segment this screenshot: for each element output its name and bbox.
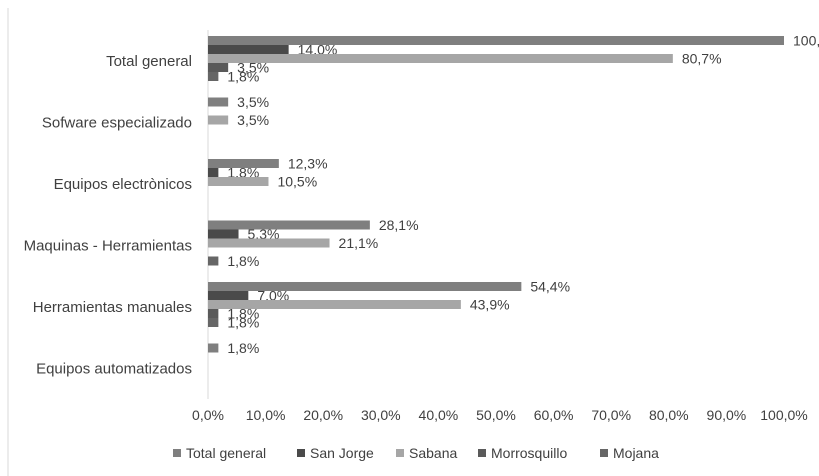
data-label: 1,8% — [227, 69, 259, 85]
data-label: 3,5% — [237, 112, 269, 128]
legend-label: Morrosquillo — [491, 445, 567, 461]
x-tick-label: 60,0% — [534, 407, 574, 423]
data-label: 21,1% — [339, 235, 379, 251]
category-label: Total general — [106, 53, 192, 70]
x-tick-label: 40,0% — [419, 407, 459, 423]
data-label: 1,8% — [227, 253, 259, 269]
data-label: 100,0% — [793, 33, 819, 49]
data-label: 1,8% — [227, 315, 259, 331]
bar — [208, 300, 461, 309]
legend-label: Total general — [186, 445, 266, 461]
x-tick-label: 30,0% — [361, 407, 401, 423]
bar — [208, 63, 229, 72]
legend-label: Mojana — [613, 445, 659, 461]
data-label: 28,1% — [379, 217, 419, 233]
x-tick-label: 50,0% — [476, 407, 516, 423]
bar — [208, 238, 330, 248]
legend-swatch — [478, 449, 486, 457]
data-label: 12,3% — [288, 156, 328, 172]
x-tick-label: 0,0% — [192, 407, 224, 423]
data-label: 10,5% — [277, 174, 317, 190]
bar — [208, 177, 269, 186]
x-tick-label: 100,0% — [760, 407, 807, 423]
x-tick-label: 80,0% — [649, 407, 689, 423]
x-tick-label: 20,0% — [303, 407, 343, 423]
bar — [208, 159, 279, 168]
data-label: 1,8% — [227, 165, 259, 181]
x-tick-label: 10,0% — [246, 407, 286, 423]
legend-label: Sabana — [409, 445, 457, 461]
legend-swatch — [600, 449, 608, 457]
bar — [208, 168, 219, 177]
category-label: Maquinas - Herramientas — [24, 237, 192, 254]
bar — [208, 115, 229, 125]
bar — [208, 36, 784, 45]
data-label: 7,0% — [257, 288, 289, 304]
legend-swatch — [396, 449, 404, 457]
category-label: Equipos electrònicos — [54, 176, 192, 193]
data-label: 43,9% — [470, 297, 510, 313]
data-label: 14,0% — [298, 42, 338, 58]
data-label: 80,7% — [682, 51, 722, 67]
bar — [208, 282, 522, 291]
legend-swatch — [297, 449, 305, 457]
bar — [208, 54, 673, 63]
bar — [208, 229, 239, 239]
data-label: 3,5% — [237, 94, 269, 110]
bar — [208, 318, 219, 327]
data-label: 1,8% — [227, 340, 259, 356]
category-label: Equipos automatizados — [36, 360, 192, 377]
data-label: 54,4% — [530, 279, 570, 295]
bar — [208, 220, 370, 230]
bar — [208, 309, 219, 318]
data-label: 5,3% — [248, 226, 280, 242]
bar — [208, 343, 219, 353]
legend-label: San Jorge — [310, 445, 374, 461]
x-tick-label: 70,0% — [591, 407, 631, 423]
category-label: Sofware especializado — [42, 114, 192, 131]
bar — [208, 72, 219, 81]
x-tick-label: 90,0% — [707, 407, 747, 423]
bar — [208, 291, 249, 300]
category-label: Herramientas manuales — [33, 299, 192, 316]
bar — [208, 256, 219, 266]
bar — [208, 97, 229, 107]
data-label: 3,5% — [237, 60, 269, 76]
data-label: 1,8% — [227, 306, 259, 322]
legend-swatch — [173, 449, 181, 457]
bar — [208, 45, 289, 54]
